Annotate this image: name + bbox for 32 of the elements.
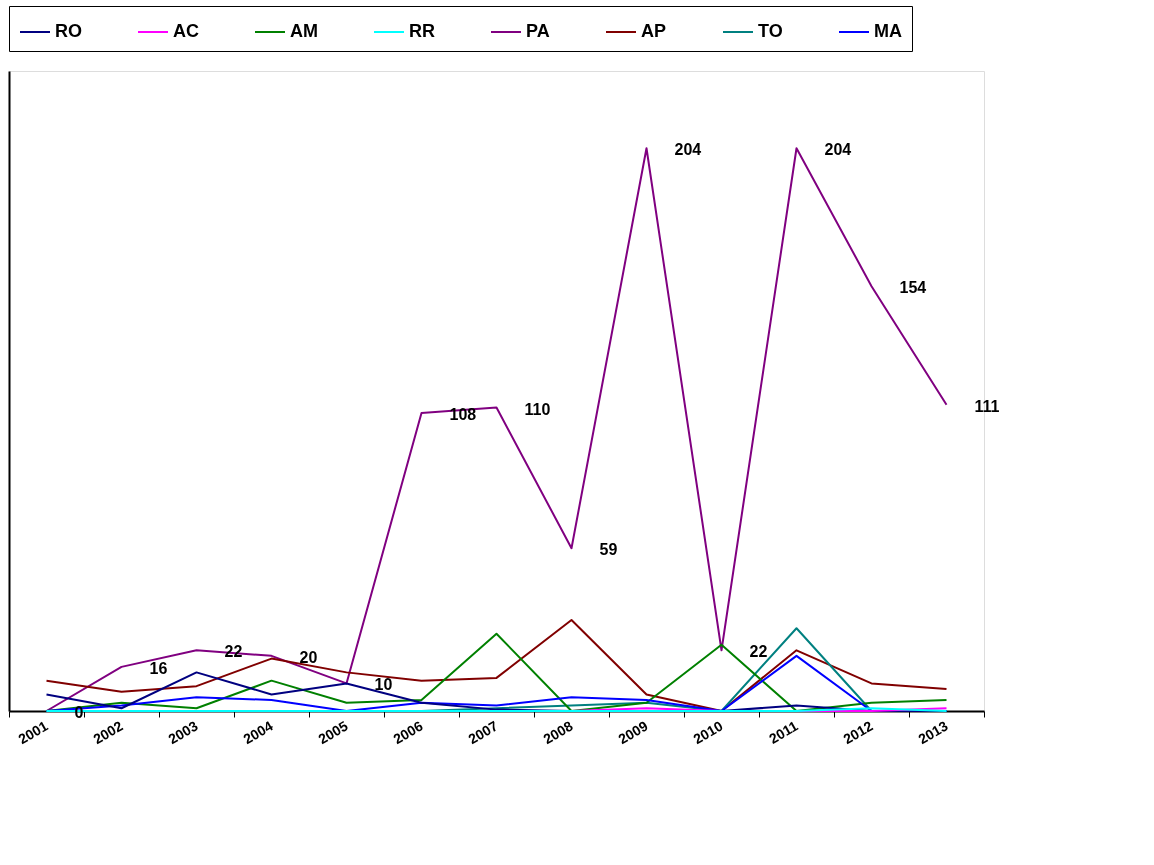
legend-label: AP (641, 21, 667, 41)
x-tick-label: 2010 (690, 717, 726, 748)
legend-label: AM (290, 21, 318, 41)
x-tick-label: 2003 (165, 717, 201, 748)
data-label: 204 (824, 141, 852, 159)
legend-label: MA (874, 21, 902, 41)
legend-label: RO (55, 21, 82, 41)
x-tick-label: 2008 (540, 717, 576, 748)
data-label: 204 (674, 141, 702, 159)
legend-label: RR (409, 21, 435, 41)
data-label: 154 (899, 279, 927, 297)
data-label: 111 (974, 397, 1000, 415)
x-tick-label: 2001 (15, 717, 51, 748)
data-label: 20 (299, 648, 318, 666)
x-tick-label: 2007 (465, 717, 501, 748)
data-label: 22 (749, 643, 768, 661)
x-tick-label: 2009 (615, 717, 651, 748)
x-tick-label: 2002 (90, 717, 126, 748)
x-tick-label: 2011 (766, 717, 801, 747)
legend-label: PA (526, 21, 550, 41)
x-tick-label: 2012 (840, 717, 876, 748)
data-label: 108 (449, 406, 477, 424)
x-tick-label: 2004 (240, 717, 276, 748)
x-tick-label: 2013 (915, 717, 951, 748)
legend-label: AC (173, 21, 199, 41)
data-label: 16 (149, 659, 168, 677)
data-label: 110 (524, 400, 551, 418)
data-label: 10 (374, 676, 393, 694)
x-tick-label: 2005 (315, 717, 351, 748)
legend-label: TO (758, 21, 783, 41)
x-tick-label: 2006 (390, 717, 426, 748)
data-label: 59 (599, 541, 618, 559)
